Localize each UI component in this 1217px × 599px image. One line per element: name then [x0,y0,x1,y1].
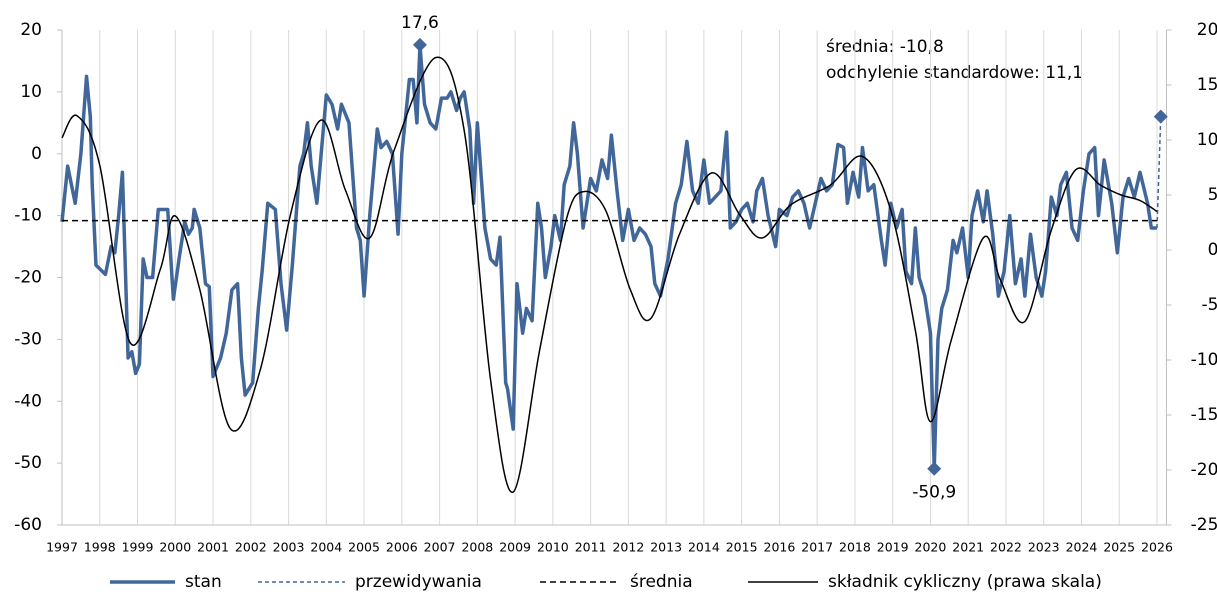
y-tick-label: -10 [14,206,42,226]
series-line [1156,116,1162,229]
x-tick-label: 2001 [197,540,229,555]
x-tick-label: 2012 [612,540,644,555]
x-tick-label: 2000 [159,540,191,555]
x-tick-label: 1999 [122,540,154,555]
y2-tick-label: 0 [1208,240,1217,260]
legend-label: stan [185,572,222,592]
x-tick-label: 2018 [839,540,871,555]
series-line [60,43,1157,471]
x-tick-label: 2009 [499,540,531,555]
x-tick-label: 2026 [1141,540,1173,555]
x-tick-label: 2024 [1066,540,1098,555]
x-tick-label: 2014 [688,540,720,555]
x-tick-label: 2011 [575,540,607,555]
annotation-label: -50,9 [912,483,956,503]
x-tick-label: 2016 [764,540,796,555]
x-tick-label: 2005 [348,540,380,555]
y-tick-label: -20 [14,268,42,288]
point-marker [1153,109,1168,124]
y-tick-label: -60 [14,515,42,535]
point-marker [927,461,942,476]
x-tick-label: 1997 [46,540,78,555]
annotation-label: 17,6 [401,13,439,33]
x-tick-label: 1998 [84,540,116,555]
x-tick-label: 2025 [1103,540,1135,555]
y2-tick-label: 15 [1197,75,1217,95]
y2-tick-label: 5 [1208,185,1217,205]
y-tick-label: -40 [14,391,42,411]
legend-label: średnia [630,572,693,592]
x-tick-label: 2008 [461,540,493,555]
legend-label: przewidywania [355,572,482,592]
x-tick-label: 2013 [650,540,682,555]
point-marker [412,37,427,52]
x-tick-label: 2019 [877,540,909,555]
y2-tick-label: -5 [1201,295,1217,315]
x-tick-label: 2002 [235,540,267,555]
y-tick-label: 0 [31,144,42,164]
x-tick-label: 2007 [424,540,456,555]
x-tick-label: 2021 [952,540,984,555]
y-tick-label: 10 [20,82,42,102]
y2-tick-label: -25 [1191,515,1217,535]
x-tick-label: 2006 [386,540,418,555]
y2-tick-label: -20 [1191,460,1217,480]
x-tick-label: 2010 [537,540,569,555]
x-tick-label: 2023 [1028,540,1060,555]
y-tick-label: -50 [14,453,42,473]
legend-label: składnik cykliczny (prawa skala) [828,572,1102,592]
x-tick-label: 2017 [801,540,833,555]
y2-tick-label: 20 [1197,20,1217,40]
series-line [61,56,1158,493]
stat-text: średnia: -10,8 [826,37,944,57]
x-tick-label: 2022 [990,540,1022,555]
y-tick-label: -30 [14,329,42,349]
y2-tick-label: -15 [1191,405,1217,425]
x-tick-label: 2003 [273,540,305,555]
x-tick-label: 2020 [915,540,947,555]
y-tick-label: 20 [20,20,42,40]
stat-text: odchylenie standardowe: 11,1 [826,63,1083,83]
x-tick-label: 2004 [310,540,342,555]
y2-tick-label: -10 [1191,350,1217,370]
y2-tick-label: 10 [1197,130,1217,150]
x-tick-label: 2015 [726,540,758,555]
